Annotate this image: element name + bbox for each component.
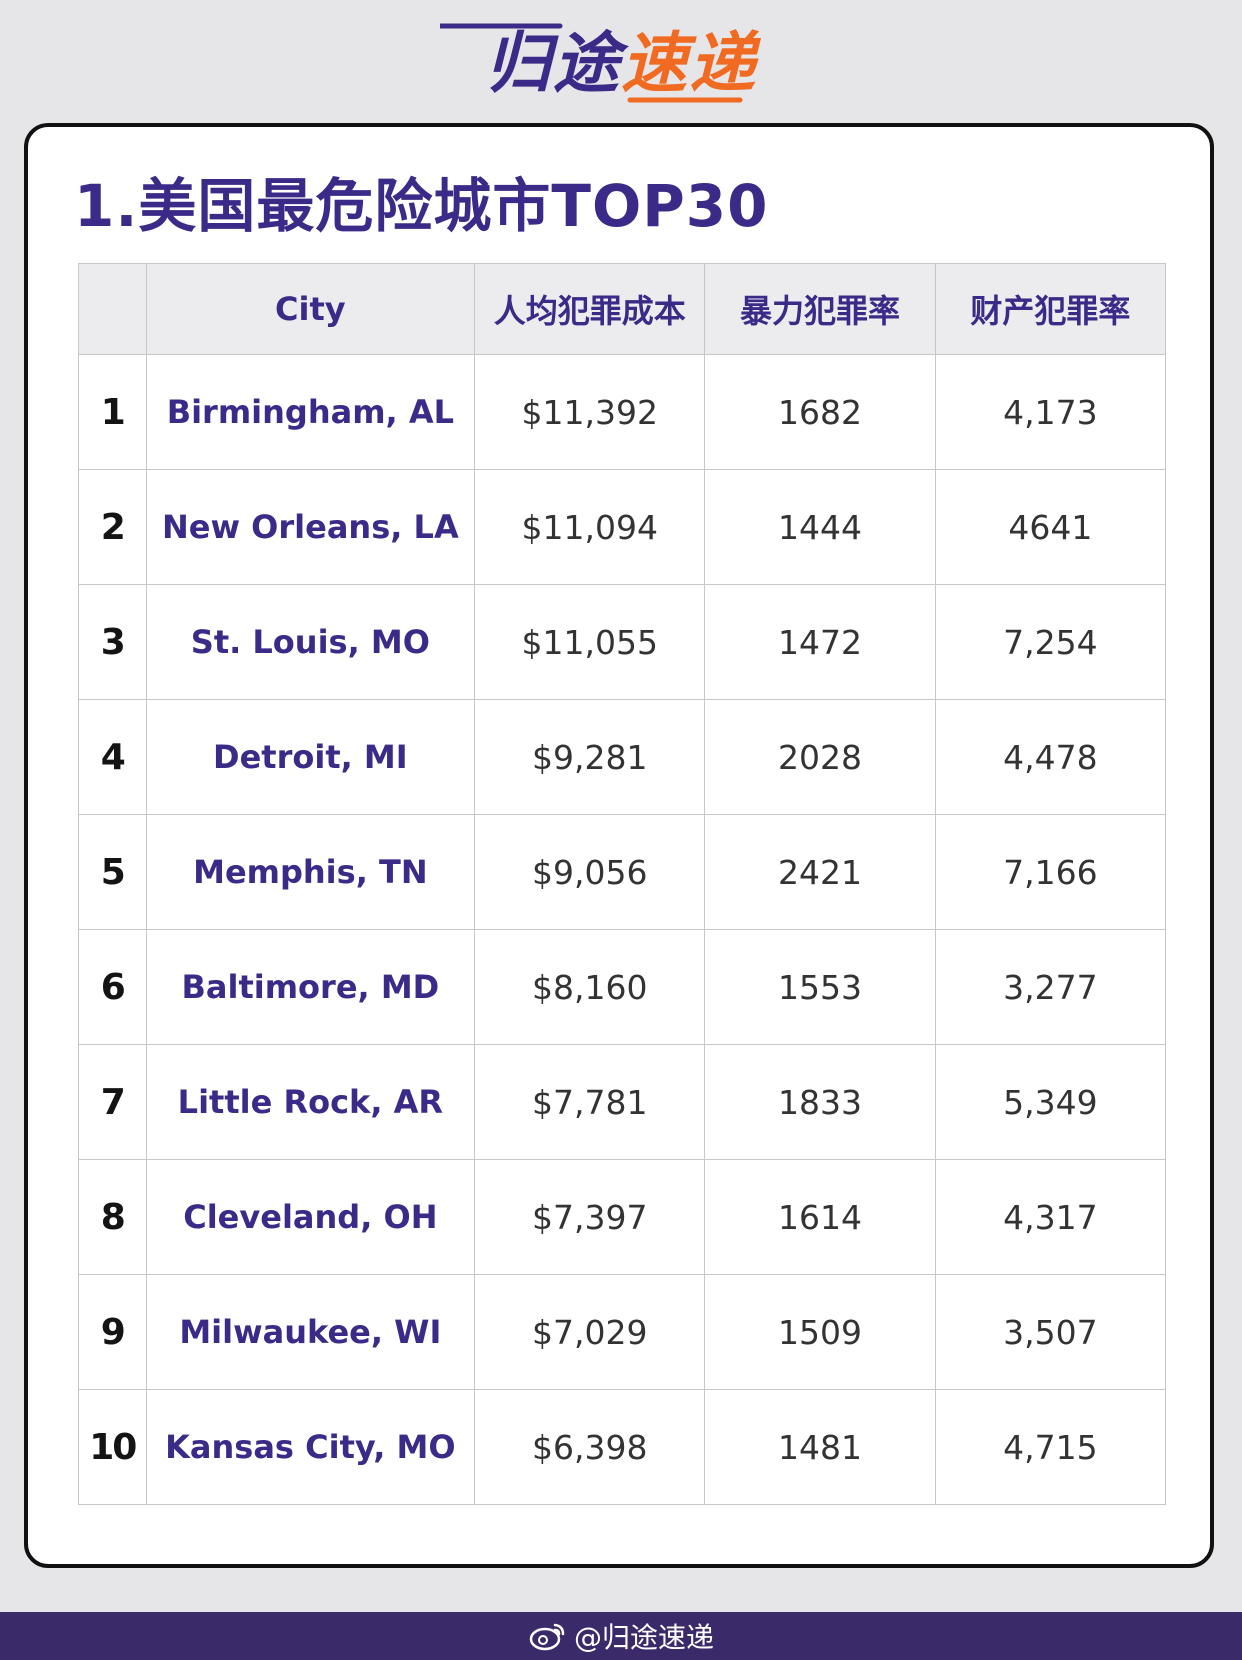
property-rate-cell: 4641: [934, 469, 1167, 585]
city-cell: Milwaukee, WI: [145, 1274, 476, 1390]
rank-cell: 1: [78, 354, 147, 470]
header-property-crime-rate: 财产犯罪率: [934, 263, 1167, 355]
crime-cost-cell: $8,160: [474, 929, 706, 1045]
violent-rate-cell: 1682: [704, 354, 936, 470]
content-card: 1.美国最危险城市TOP30 City 人均犯罪成本 暴力犯罪率 财产犯罪率 1…: [24, 123, 1214, 1568]
property-rate-cell: 4,478: [934, 699, 1167, 815]
violent-rate-cell: 1833: [704, 1044, 936, 1160]
rank-cell: 4: [78, 699, 147, 815]
rank-cell: 2: [78, 469, 147, 585]
header-crime-cost: 人均犯罪成本: [474, 263, 706, 355]
rank-cell: 3: [78, 584, 147, 700]
property-rate-cell: 3,507: [934, 1274, 1167, 1390]
crime-cost-cell: $11,094: [474, 469, 706, 585]
table-row: 2 New Orleans, LA $11,094 1444 4641: [78, 469, 1167, 585]
property-rate-cell: 4,317: [934, 1159, 1167, 1275]
violent-rate-cell: 1444: [704, 469, 936, 585]
rank-cell: 6: [78, 929, 147, 1045]
table-row: 5 Memphis, TN $9,056 2421 7,166: [78, 814, 1167, 930]
crime-table: City 人均犯罪成本 暴力犯罪率 财产犯罪率 1 Birmingham, AL…: [78, 263, 1167, 1505]
crime-cost-cell: $11,055: [474, 584, 706, 700]
crime-cost-cell: $11,392: [474, 354, 706, 470]
violent-rate-cell: 1509: [704, 1274, 936, 1390]
table-row: 3 St. Louis, MO $11,055 1472 7,254: [78, 584, 1167, 700]
rank-cell: 10: [78, 1389, 147, 1505]
rank-cell: 8: [78, 1159, 147, 1275]
logo-part-1: 归途: [485, 25, 621, 102]
table-row: 6 Baltimore, MD $8,160 1553 3,277: [78, 929, 1167, 1045]
city-cell: St. Louis, MO: [145, 584, 476, 700]
footer-handle[interactable]: @归途速递: [573, 1621, 714, 1654]
violent-rate-cell: 1472: [704, 584, 936, 700]
table-row: 7 Little Rock, AR $7,781 1833 5,349: [78, 1044, 1167, 1160]
rank-cell: 9: [78, 1274, 147, 1390]
violent-rate-cell: 2028: [704, 699, 936, 815]
city-cell: Cleveland, OH: [145, 1159, 476, 1275]
property-rate-cell: 3,277: [934, 929, 1167, 1045]
property-rate-cell: 4,715: [934, 1389, 1167, 1505]
crime-cost-cell: $7,397: [474, 1159, 706, 1275]
city-cell: Kansas City, MO: [145, 1389, 476, 1505]
logo-part-2: 速递: [621, 25, 757, 102]
violent-rate-cell: 1553: [704, 929, 936, 1045]
rank-cell: 7: [78, 1044, 147, 1160]
header-violent-crime-rate: 暴力犯罪率: [704, 263, 936, 355]
city-cell: New Orleans, LA: [145, 469, 476, 585]
footer-bar: @归途速递: [0, 1612, 1242, 1660]
rank-cell: 5: [78, 814, 147, 930]
city-cell: Birmingham, AL: [145, 354, 476, 470]
property-rate-cell: 5,349: [934, 1044, 1167, 1160]
table-row: 1 Birmingham, AL $11,392 1682 4,173: [78, 354, 1167, 470]
city-cell: Detroit, MI: [145, 699, 476, 815]
table-row: 9 Milwaukee, WI $7,029 1509 3,507: [78, 1274, 1167, 1390]
weibo-icon: [528, 1620, 568, 1652]
table-row: 10 Kansas City, MO $6,398 1481 4,715: [78, 1389, 1167, 1505]
crime-cost-cell: $9,281: [474, 699, 706, 815]
crime-cost-cell: $9,056: [474, 814, 706, 930]
header-city: City: [145, 263, 476, 355]
violent-rate-cell: 1481: [704, 1389, 936, 1505]
table-row: 8 Cleveland, OH $7,397 1614 4,317: [78, 1159, 1167, 1275]
city-cell: Little Rock, AR: [145, 1044, 476, 1160]
table-row: 4 Detroit, MI $9,281 2028 4,478: [78, 699, 1167, 815]
violent-rate-cell: 2421: [704, 814, 936, 930]
city-cell: Baltimore, MD: [145, 929, 476, 1045]
header-rank: [78, 263, 147, 355]
brand-logo: 归途速递: [0, 22, 1242, 106]
crime-cost-cell: $7,029: [474, 1274, 706, 1390]
property-rate-cell: 7,254: [934, 584, 1167, 700]
property-rate-cell: 4,173: [934, 354, 1167, 470]
page-title: 1.美国最危险城市TOP30: [74, 172, 769, 240]
crime-cost-cell: $7,781: [474, 1044, 706, 1160]
property-rate-cell: 7,166: [934, 814, 1167, 930]
violent-rate-cell: 1614: [704, 1159, 936, 1275]
crime-cost-cell: $6,398: [474, 1389, 706, 1505]
logo-text: 归途速递: [485, 31, 757, 97]
city-cell: Memphis, TN: [145, 814, 476, 930]
table-header-row: City 人均犯罪成本 暴力犯罪率 财产犯罪率: [78, 263, 1167, 355]
